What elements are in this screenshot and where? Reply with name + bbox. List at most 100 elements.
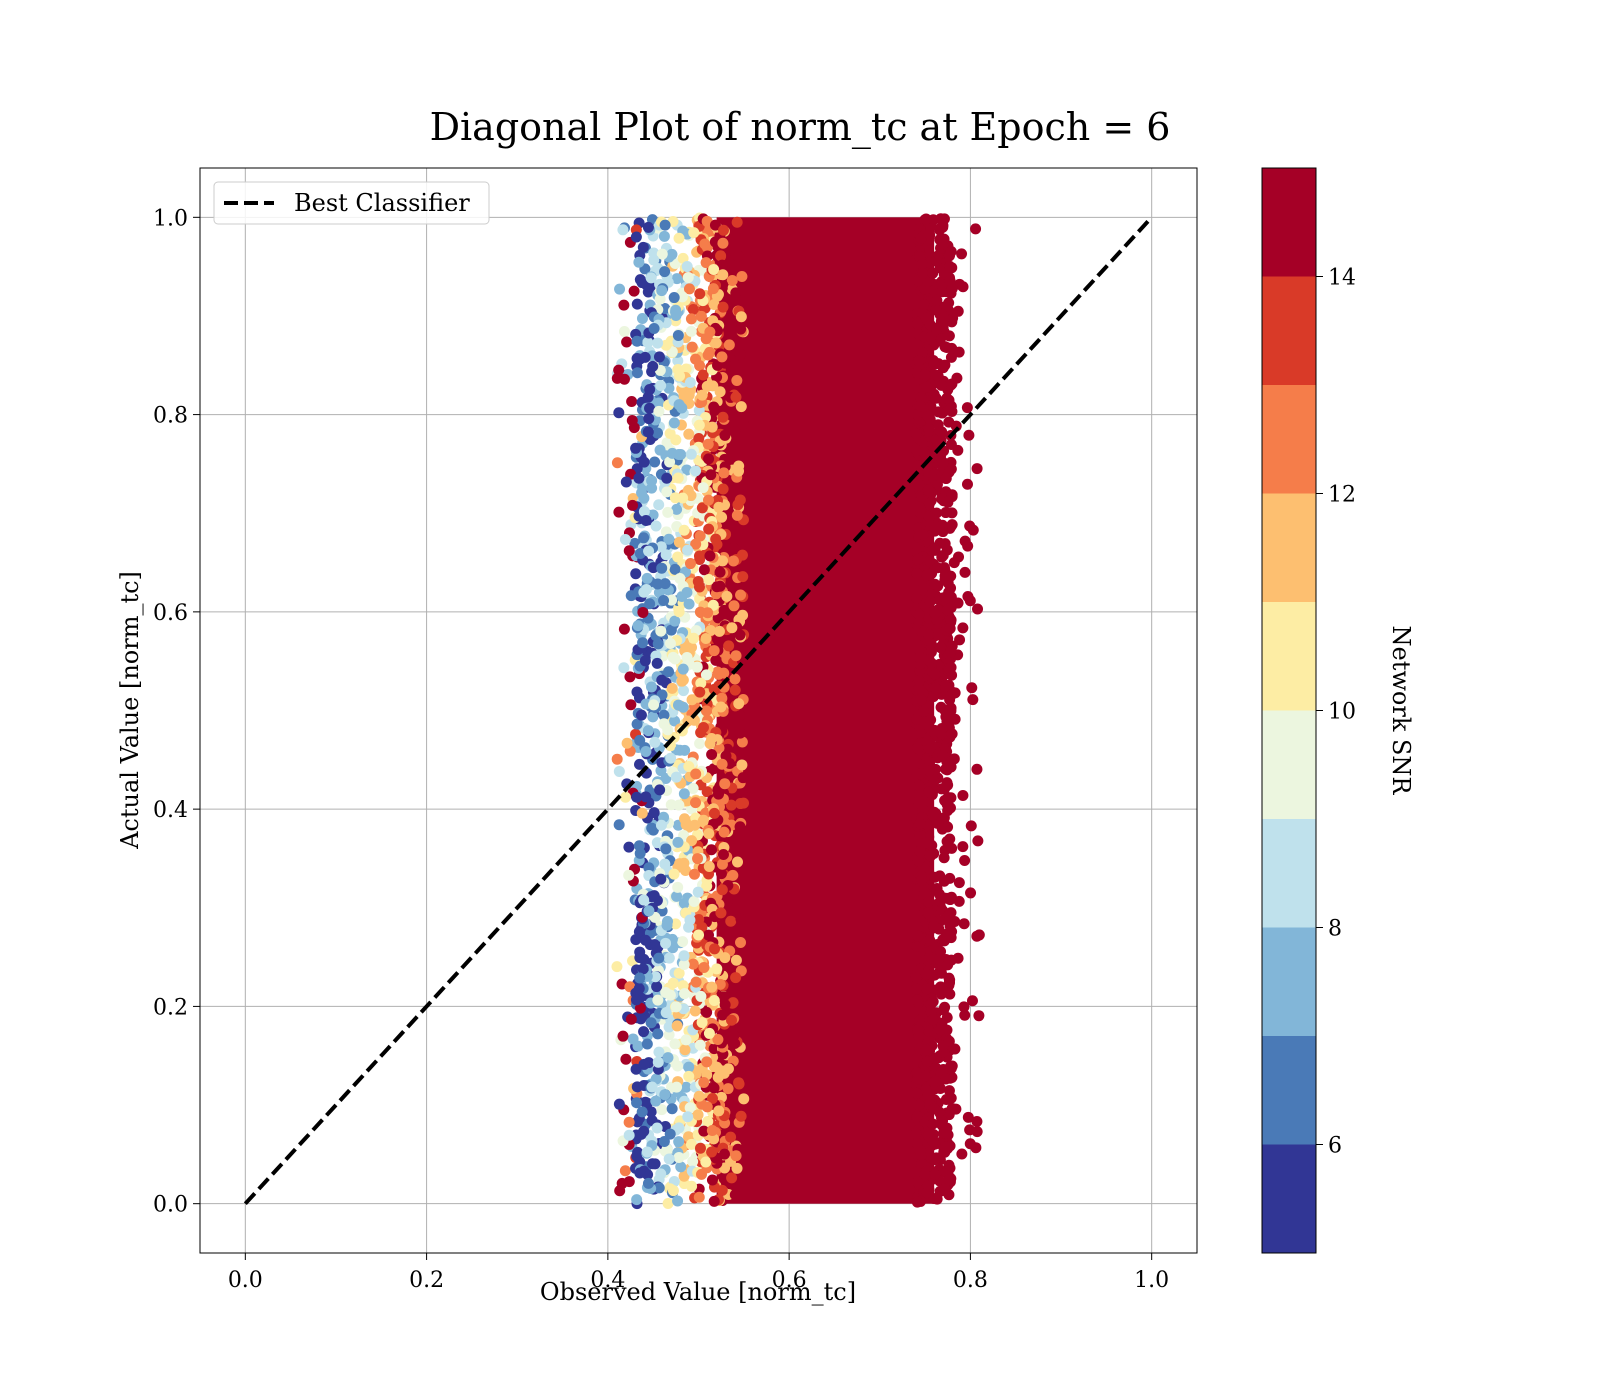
scatter-point xyxy=(697,482,709,494)
scatter-point xyxy=(935,213,947,225)
reference-line-group xyxy=(243,215,1154,1206)
colorbar-tick-label: 6 xyxy=(1328,1134,1342,1159)
scatter-point xyxy=(673,232,685,244)
scatter-point xyxy=(638,894,650,906)
scatter-point xyxy=(929,668,941,680)
scatter-point xyxy=(703,828,715,840)
scatter-point xyxy=(715,907,727,919)
scatter-point xyxy=(649,1158,661,1170)
scatter-point xyxy=(648,807,660,819)
scatter-point xyxy=(649,456,661,468)
scatter-point xyxy=(957,622,969,634)
scatter-point xyxy=(699,411,711,423)
best-classifier-line xyxy=(243,215,1154,1206)
colorbar-ticks: 6 8 10 12 14 xyxy=(1316,266,1356,1159)
scatter-point xyxy=(732,250,744,262)
scatter-point xyxy=(730,972,742,984)
scatter-point xyxy=(624,671,636,683)
scatter-point xyxy=(678,950,690,962)
scatter-point xyxy=(656,248,668,260)
scatter-point xyxy=(628,285,640,297)
scatter-point xyxy=(923,654,935,666)
scatter-point xyxy=(703,1027,715,1039)
scatter-point xyxy=(618,623,630,635)
scatter-point xyxy=(959,535,971,547)
scatter-point xyxy=(736,271,748,283)
scatter-point xyxy=(626,414,638,426)
scatter-point xyxy=(648,322,660,334)
scatter-point xyxy=(676,675,688,687)
scatter-point xyxy=(638,532,650,544)
legend: Best Classifier xyxy=(213,181,490,225)
scatter-point xyxy=(669,715,681,727)
scatter-point xyxy=(701,786,713,798)
scatter-point xyxy=(664,638,676,650)
scatter-point xyxy=(721,590,733,602)
scatter-point xyxy=(707,380,719,392)
scatter-point xyxy=(710,337,722,349)
x-tick-label: 0.6 xyxy=(772,1268,807,1293)
scatter-point xyxy=(647,711,659,723)
scatter-point xyxy=(674,370,686,382)
scatter-point xyxy=(939,680,951,692)
scatter-point xyxy=(620,476,632,488)
scatter-point xyxy=(706,1174,718,1186)
scatter-point xyxy=(927,267,939,279)
scatter-point xyxy=(632,1146,644,1158)
scatter-point xyxy=(719,952,731,964)
scatter-point xyxy=(680,1081,692,1093)
scatter-point xyxy=(641,1038,653,1050)
colorbar-tick-label: 8 xyxy=(1328,917,1342,942)
scatter-point xyxy=(717,411,729,423)
scatter-point xyxy=(664,456,676,468)
scatter-point xyxy=(666,594,678,606)
scatter-point xyxy=(662,506,674,518)
x-tick-label: 1.0 xyxy=(1134,1268,1169,1293)
scatter-point xyxy=(678,897,690,909)
scatter-point xyxy=(705,469,717,481)
scatter-point xyxy=(712,1033,724,1045)
scatter-point xyxy=(621,336,633,348)
scatter-point xyxy=(738,1093,750,1105)
scatter-point xyxy=(912,742,924,754)
scatter-point xyxy=(910,983,922,995)
scatter-point xyxy=(652,638,664,650)
scatter-point xyxy=(961,402,973,414)
scatter-point xyxy=(673,1122,685,1134)
scatter-point xyxy=(716,511,728,523)
scatter-point xyxy=(702,1115,714,1127)
scatter-point xyxy=(696,502,708,514)
scatter-point xyxy=(631,298,643,310)
scatter-point xyxy=(942,959,954,971)
scatter-point xyxy=(708,645,720,657)
scatter-point xyxy=(633,926,645,938)
scatter-point xyxy=(715,701,727,713)
scatter-point xyxy=(952,597,964,609)
scatter-point xyxy=(674,744,686,756)
scatter-point xyxy=(914,400,926,412)
scatter-point xyxy=(927,691,939,703)
scatter-point xyxy=(716,259,728,271)
scatter-point xyxy=(923,629,935,641)
scatter-point xyxy=(641,1146,653,1158)
scatter-point xyxy=(694,686,706,698)
scatter-point xyxy=(665,752,677,764)
scatter-point xyxy=(730,1150,742,1162)
scatter-point xyxy=(932,406,944,418)
scatter-point xyxy=(686,694,698,706)
scatter-point xyxy=(716,758,728,770)
scatter-point xyxy=(683,428,695,440)
scatter-point xyxy=(946,1060,958,1072)
scatter-point xyxy=(631,791,643,803)
scatter-point xyxy=(923,423,935,435)
scatter-point xyxy=(731,216,743,228)
scatter-point xyxy=(678,959,690,971)
scatter-point xyxy=(735,323,747,335)
scatter-point xyxy=(646,681,658,693)
scatter-point xyxy=(940,472,952,484)
scatter-point xyxy=(913,355,925,367)
scatter-point xyxy=(917,529,929,541)
scatter-point xyxy=(911,567,923,579)
scatter-point xyxy=(701,215,713,227)
scatter-point xyxy=(942,805,954,817)
